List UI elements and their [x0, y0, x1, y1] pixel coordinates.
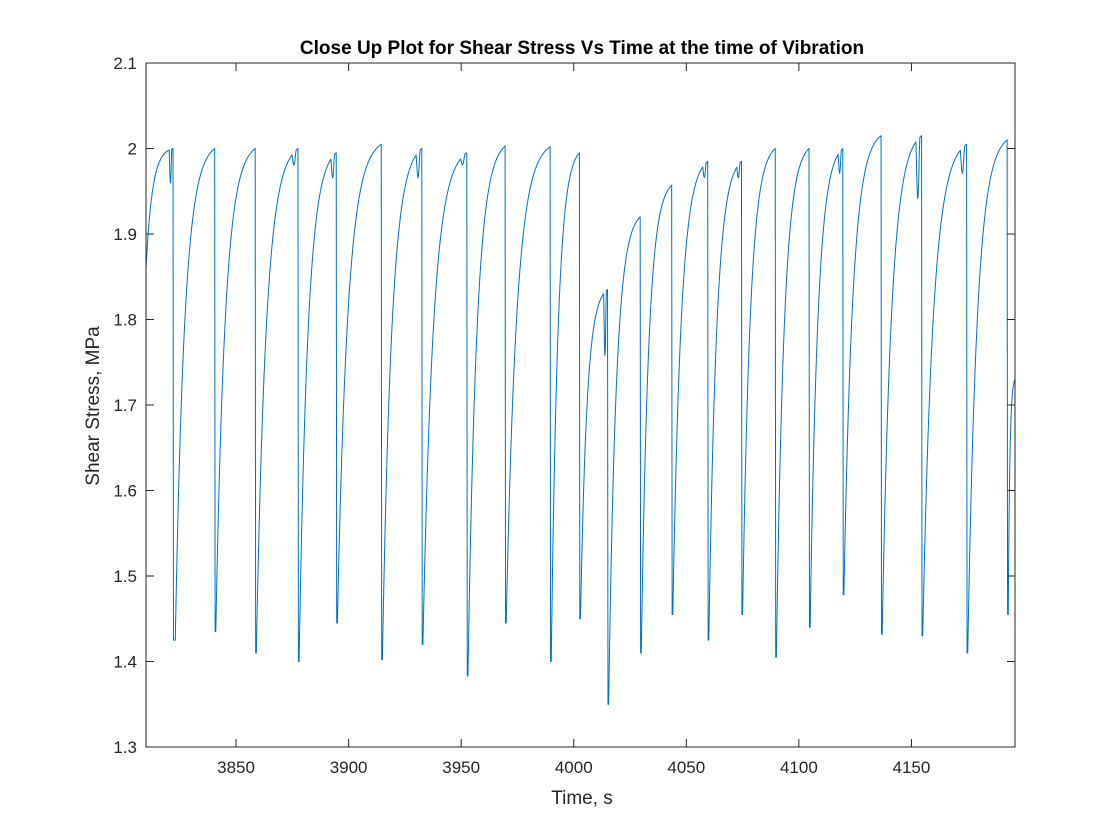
axes: 3850 3900 3950 4000 4050 4100 4150 1.3 1.4 1.5 1.6… — [113, 54, 1016, 777]
y-tick-label: 1.6 — [113, 482, 137, 501]
y-tick-label: 2 — [128, 140, 137, 159]
x-tick-label: 4150 — [893, 758, 931, 777]
y-tick-label: 1.8 — [113, 311, 137, 330]
y-tick-label: 1.4 — [113, 653, 137, 672]
x-tick-label: 4000 — [555, 758, 593, 777]
x-tick-label: 3950 — [442, 758, 480, 777]
y-tick-label: 2.1 — [113, 54, 137, 73]
x-tick-label: 4100 — [780, 758, 818, 777]
y-axis-label: Shear Stress, MPa — [83, 326, 104, 486]
x-tick-label: 3900 — [330, 758, 368, 777]
y-tick-label: 1.5 — [113, 567, 137, 586]
chart-title: Close Up Plot for Shear Stress Vs Time a… — [300, 38, 864, 59]
x-axis-label: Time, s — [551, 788, 613, 809]
y-tick-label: 1.9 — [113, 225, 137, 244]
y-tick-label: 1.7 — [113, 396, 137, 415]
x-tick-label: 4050 — [667, 758, 705, 777]
series-line-0 — [146, 135, 1015, 705]
y-tick-label: 1.3 — [113, 738, 137, 757]
plot-area — [146, 135, 1015, 705]
x-tick-label: 3850 — [217, 758, 255, 777]
